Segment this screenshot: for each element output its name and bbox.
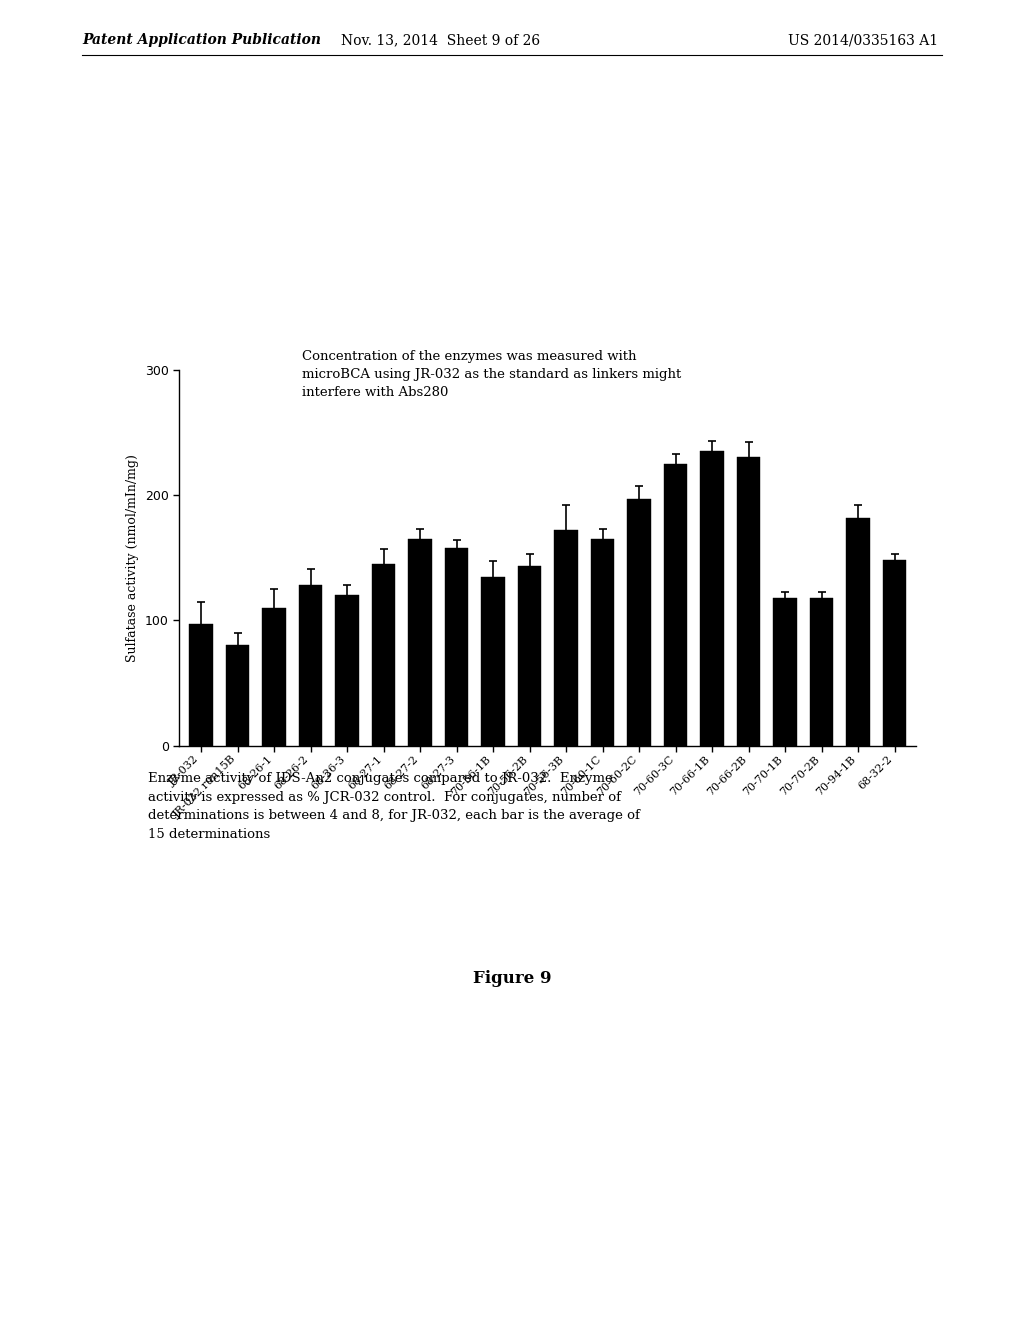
Bar bbox=[335, 595, 359, 746]
Bar bbox=[372, 564, 395, 746]
Bar bbox=[883, 560, 906, 746]
Text: Figure 9: Figure 9 bbox=[473, 970, 551, 987]
Bar bbox=[554, 531, 578, 746]
Bar bbox=[591, 539, 614, 746]
Bar bbox=[518, 566, 542, 746]
Bar bbox=[700, 451, 724, 746]
Text: Nov. 13, 2014  Sheet 9 of 26: Nov. 13, 2014 Sheet 9 of 26 bbox=[341, 33, 540, 48]
Bar bbox=[262, 607, 286, 746]
Bar bbox=[225, 645, 250, 746]
Bar bbox=[628, 499, 651, 746]
Text: Enzyme activity of IDS-An2 conjugates compared to JR-032.  Enzyme
activity is ex: Enzyme activity of IDS-An2 conjugates co… bbox=[148, 772, 640, 841]
Bar bbox=[189, 624, 213, 746]
Text: Patent Application Publication: Patent Application Publication bbox=[82, 33, 321, 48]
Bar bbox=[736, 458, 761, 746]
Bar bbox=[409, 539, 432, 746]
Bar bbox=[481, 577, 505, 746]
Bar bbox=[846, 517, 870, 746]
Bar bbox=[444, 548, 468, 746]
Bar bbox=[664, 463, 687, 746]
Bar bbox=[299, 585, 323, 746]
Bar bbox=[810, 598, 834, 746]
Text: US 2014/0335163 A1: US 2014/0335163 A1 bbox=[788, 33, 939, 48]
Text: Concentration of the enzymes was measured with
microBCA using JR-032 as the stan: Concentration of the enzymes was measure… bbox=[302, 350, 681, 399]
Y-axis label: Sulfatase activity (nmol/mIn/mg): Sulfatase activity (nmol/mIn/mg) bbox=[126, 454, 139, 661]
Bar bbox=[773, 598, 797, 746]
